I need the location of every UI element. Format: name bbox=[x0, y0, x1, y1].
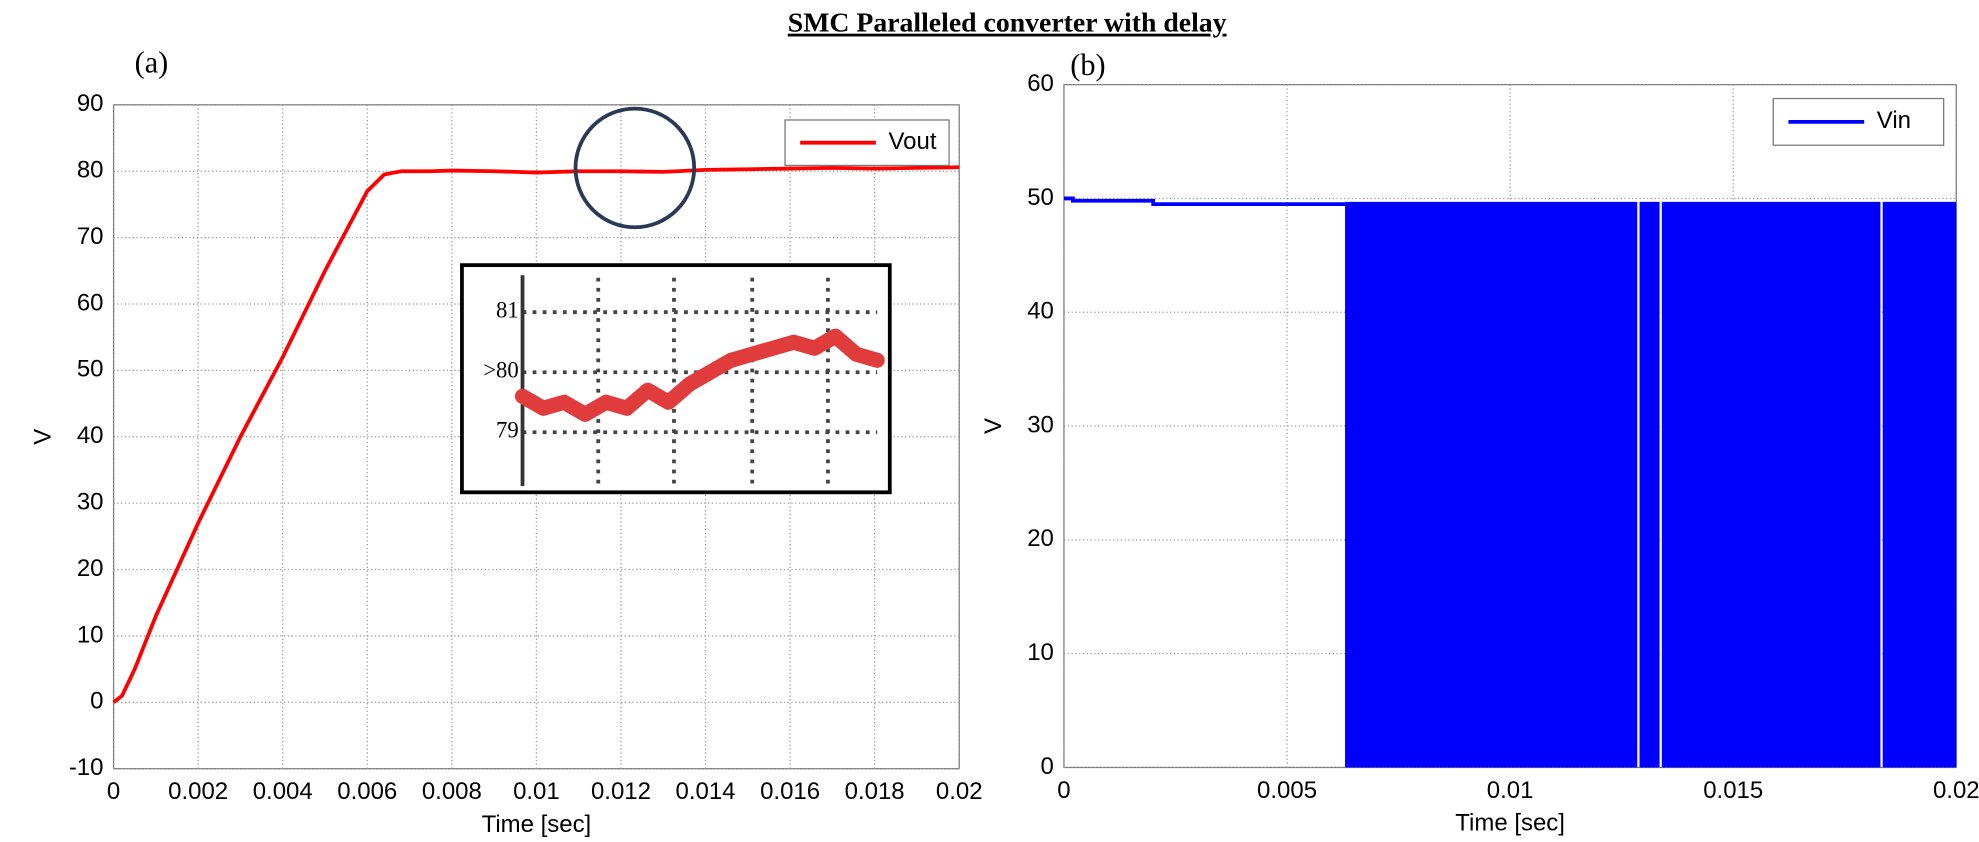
y-tick-label: 50 bbox=[77, 356, 104, 383]
series-line bbox=[112, 165, 960, 704]
x-tick-label: 0.014 bbox=[676, 778, 736, 805]
x-tick-label: 0 bbox=[107, 778, 120, 805]
x-tick-label: 0.02 bbox=[1933, 777, 1979, 804]
y-tick-label: 0 bbox=[1041, 753, 1054, 780]
highlight-circle bbox=[573, 106, 697, 230]
legend-label: Vout bbox=[889, 128, 937, 155]
y-tick-label: 30 bbox=[77, 488, 104, 515]
y-tick-label: 40 bbox=[1027, 298, 1054, 325]
y-axis-label: V bbox=[980, 418, 1007, 434]
x-tick-label: 0.012 bbox=[591, 778, 651, 805]
chart-title: SMC Paralleled converter with delay bbox=[788, 8, 1227, 39]
x-axis-label: Time [sec] bbox=[482, 811, 592, 838]
y-axis-label: V bbox=[30, 429, 57, 445]
y-tick-label: 80 bbox=[77, 157, 104, 184]
y-tick-label: 10 bbox=[1027, 639, 1054, 666]
switching-band bbox=[1661, 201, 1881, 768]
panel-label: (b) bbox=[1070, 48, 1105, 82]
x-tick-label: 0.01 bbox=[1487, 777, 1534, 804]
y-tick-label: 30 bbox=[1027, 411, 1054, 438]
y-tick-label: 40 bbox=[77, 422, 104, 449]
x-tick-label: 0.018 bbox=[845, 778, 905, 805]
x-tick-label: 0.004 bbox=[253, 778, 313, 805]
inset-line bbox=[514, 328, 885, 422]
x-axis-label: Time [sec] bbox=[1455, 810, 1565, 837]
series-line bbox=[1063, 196, 1346, 207]
inset-tick-label: >80 bbox=[483, 357, 519, 382]
x-tick-label: 0.008 bbox=[422, 778, 482, 805]
y-tick-label: -10 bbox=[69, 754, 104, 781]
y-tick-label: 60 bbox=[77, 289, 104, 316]
x-tick-label: 0.02 bbox=[936, 778, 983, 805]
y-tick-label: 20 bbox=[77, 555, 104, 582]
x-tick-label: 0.005 bbox=[1257, 777, 1317, 804]
inset-tick-label: 81 bbox=[496, 297, 519, 322]
panel-label: (a) bbox=[135, 46, 169, 80]
switching-band bbox=[1345, 201, 1638, 768]
y-tick-label: 90 bbox=[77, 90, 104, 117]
x-tick-label: 0 bbox=[1057, 777, 1070, 804]
x-tick-label: 0.01 bbox=[513, 778, 560, 805]
x-tick-label: 0.015 bbox=[1703, 777, 1763, 804]
legend-label: Vin bbox=[1877, 107, 1911, 134]
y-tick-label: 0 bbox=[90, 688, 103, 715]
x-tick-label: 0.016 bbox=[760, 778, 820, 805]
y-tick-label: 70 bbox=[77, 223, 104, 250]
x-tick-label: 0.006 bbox=[337, 778, 397, 805]
inset-tick-label: 79 bbox=[496, 417, 519, 442]
y-tick-label: 20 bbox=[1027, 525, 1054, 552]
x-tick-label: 0.002 bbox=[168, 778, 228, 805]
switching-band bbox=[1639, 201, 1660, 768]
switching-band bbox=[1882, 201, 1957, 768]
y-tick-label: 10 bbox=[77, 621, 104, 648]
y-tick-label: 60 bbox=[1027, 70, 1054, 97]
y-tick-label: 50 bbox=[1027, 184, 1054, 211]
